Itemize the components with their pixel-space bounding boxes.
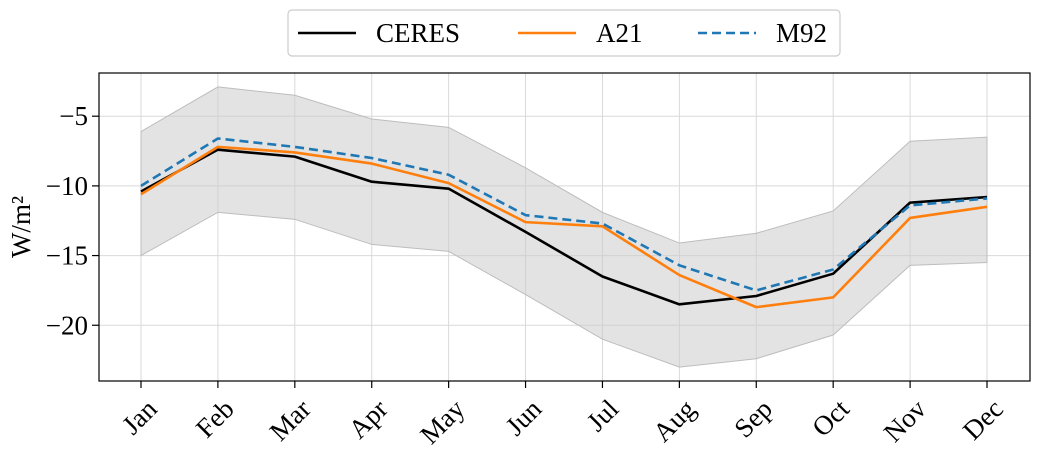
plot-frame <box>98 72 1031 382</box>
x-tick-label: Aug <box>647 394 701 448</box>
legend-label-ceres: CERES <box>376 18 460 48</box>
x-tick-label: Nov <box>878 393 932 447</box>
y-axis-label: W/m² <box>6 196 36 258</box>
band-area <box>140 86 988 368</box>
legend-label-m92: M92 <box>776 18 827 48</box>
series-lines <box>140 137 988 309</box>
x-tick-label: Mar <box>264 394 317 447</box>
y-tick-label: −15 <box>46 241 88 271</box>
x-tick-label: Dec <box>957 394 1009 446</box>
x-tick-label: Jan <box>116 393 163 440</box>
legend: CERES A21 M92 <box>287 9 841 57</box>
x-axis: Jan Feb Mar Apr May Jun Jul Aug Sep Oct Nov Dec <box>116 381 1009 450</box>
x-tick-label: Jul <box>581 394 624 437</box>
y-tick-label: −5 <box>59 101 88 131</box>
x-tick-label: Feb <box>190 394 240 444</box>
series-line-a21 <box>140 145 988 309</box>
x-tick-label: Apr <box>343 394 394 445</box>
spread-band <box>140 86 988 368</box>
x-tick-label: May <box>414 393 471 450</box>
x-tick-label: Jun <box>500 393 548 441</box>
series-line-m92 <box>140 137 988 292</box>
y-tick-label: −10 <box>46 171 88 201</box>
y-axis: −20 −15 −10 −5 <box>46 101 99 340</box>
y-tick-label: −20 <box>46 310 88 340</box>
series-line-ceres <box>140 148 988 306</box>
legend-label-a21: A21 <box>596 18 643 48</box>
x-tick-label: Oct <box>806 393 855 442</box>
x-tick-label: Sep <box>728 394 778 444</box>
